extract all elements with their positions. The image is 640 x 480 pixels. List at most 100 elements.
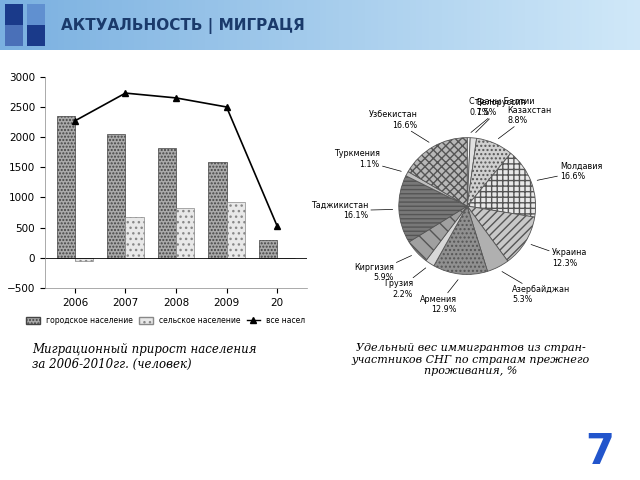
Bar	[570, 0, 576, 50]
Bar	[173, 0, 179, 50]
Bar	[288, 0, 294, 50]
Bar	[614, 0, 621, 50]
Bar	[358, 0, 365, 50]
Bar	[230, 0, 237, 50]
Wedge shape	[408, 138, 467, 206]
Bar	[634, 0, 640, 50]
Bar	[474, 0, 480, 50]
Text: АКТУАЛЬНОСТЬ | МИГРАЦЯ: АКТУАЛЬНОСТЬ | МИГРАЦЯ	[61, 18, 305, 34]
Bar	[557, 0, 563, 50]
Wedge shape	[406, 171, 467, 206]
Bar	[493, 0, 499, 50]
Bar	[346, 0, 352, 50]
Bar	[371, 0, 378, 50]
Bar	[154, 0, 160, 50]
Bar	[211, 0, 218, 50]
Bar	[64, 0, 70, 50]
Bar	[333, 0, 339, 50]
Bar	[294, 0, 301, 50]
Bar	[506, 0, 512, 50]
Bar	[384, 0, 390, 50]
Bar	[13, 0, 19, 50]
Text: Узбекистан
16.6%: Узбекистан 16.6%	[369, 110, 429, 142]
Bar	[58, 0, 64, 50]
Bar	[525, 0, 531, 50]
Bar	[70, 0, 77, 50]
Text: 7: 7	[586, 431, 614, 473]
Bar	[224, 0, 230, 50]
Bar	[422, 0, 429, 50]
Wedge shape	[467, 206, 508, 271]
Bar	[410, 0, 416, 50]
Bar	[90, 0, 96, 50]
Bar	[57, 116, 75, 258]
Bar	[259, 240, 277, 258]
Bar	[83, 0, 90, 50]
Bar	[176, 208, 194, 258]
Bar	[608, 0, 614, 50]
Bar	[134, 0, 141, 50]
Bar	[499, 0, 506, 50]
Bar	[275, 0, 282, 50]
Text: Туркмения
1.1%: Туркмения 1.1%	[334, 149, 401, 171]
Bar	[435, 0, 442, 50]
Bar	[307, 0, 314, 50]
Wedge shape	[467, 138, 470, 206]
Bar	[595, 0, 602, 50]
Bar	[45, 0, 51, 50]
Bar	[486, 0, 493, 50]
Bar	[390, 0, 397, 50]
Bar	[550, 0, 557, 50]
Bar	[19, 0, 26, 50]
Text: Миграционный прирост населения
за 2006-2010гг. (человек): Миграционный прирост населения за 2006-2…	[32, 343, 257, 371]
Bar	[576, 0, 582, 50]
Wedge shape	[409, 206, 467, 261]
Bar	[102, 0, 109, 50]
Bar	[269, 0, 275, 50]
Bar	[339, 0, 346, 50]
Bar	[209, 163, 227, 258]
Bar	[122, 0, 128, 50]
Bar	[5, 4, 23, 25]
Text: Армения
12.9%: Армения 12.9%	[420, 280, 458, 314]
Bar	[563, 0, 570, 50]
Bar	[582, 0, 589, 50]
Bar	[27, 4, 45, 25]
Bar	[237, 0, 243, 50]
Bar	[320, 0, 326, 50]
Text: Казахстан
8.8%: Казахстан 8.8%	[499, 106, 552, 139]
Wedge shape	[467, 153, 536, 217]
Bar	[179, 0, 186, 50]
Text: Удельный вес иммигрантов из стран-
участников СНГ по странам прежнего
проживания: Удельный вес иммигрантов из стран- участ…	[351, 343, 589, 376]
Bar	[125, 217, 143, 258]
Bar	[227, 202, 244, 258]
Bar	[27, 25, 45, 47]
Text: Киргизия
5.9%: Киргизия 5.9%	[354, 255, 412, 283]
Bar	[160, 0, 166, 50]
Bar	[531, 0, 538, 50]
Bar	[96, 0, 102, 50]
Bar	[467, 0, 474, 50]
Bar	[147, 0, 154, 50]
Bar	[397, 0, 403, 50]
Bar	[0, 0, 6, 50]
Bar	[621, 0, 627, 50]
Wedge shape	[467, 138, 477, 206]
Bar	[480, 0, 486, 50]
Text: Азербайджан
5.3%: Азербайджан 5.3%	[502, 272, 570, 304]
Bar	[256, 0, 262, 50]
Bar	[5, 25, 23, 47]
Bar	[429, 0, 435, 50]
Bar	[262, 0, 269, 50]
Bar	[448, 0, 454, 50]
Bar	[365, 0, 371, 50]
Bar	[243, 0, 250, 50]
Bar	[108, 134, 125, 258]
Bar	[158, 148, 176, 258]
Text: Таджикистан
16.1%: Таджикистан 16.1%	[311, 201, 393, 220]
Bar	[314, 0, 320, 50]
Bar	[141, 0, 147, 50]
Wedge shape	[467, 138, 511, 206]
Bar	[166, 0, 173, 50]
Wedge shape	[467, 206, 534, 261]
